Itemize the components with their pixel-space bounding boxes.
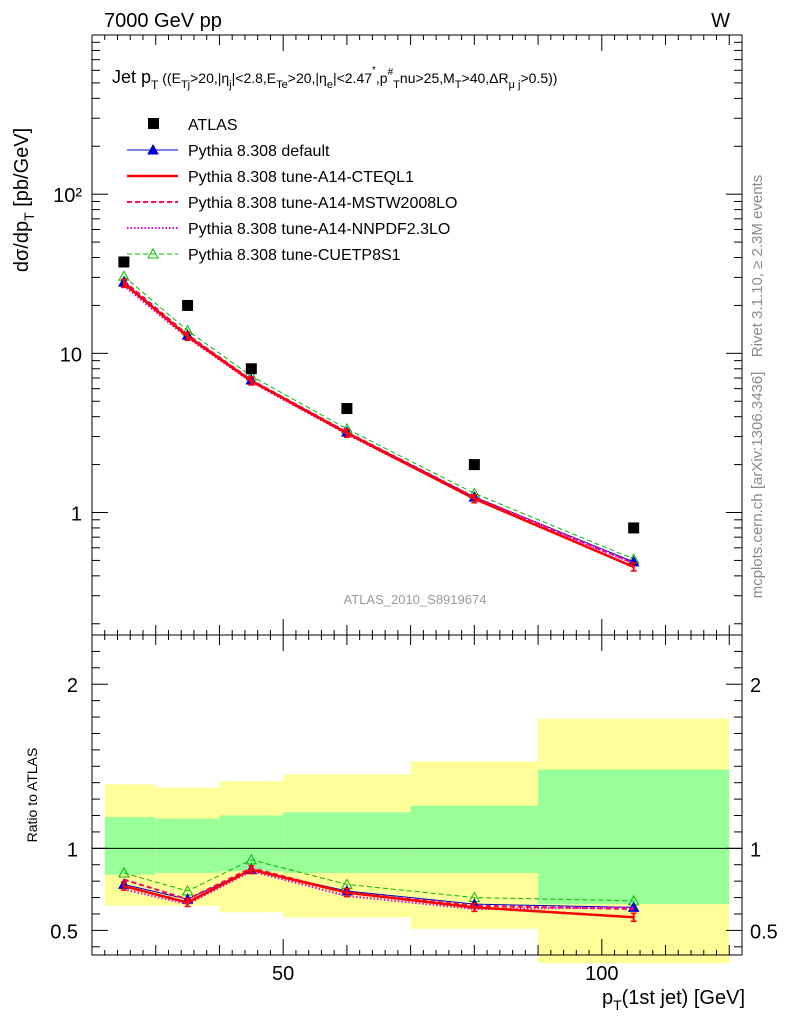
header-left: 7000 GeV pp — [104, 10, 222, 32]
plot-title: Jet pT ((ETj>20,|ηj|<2.8,ETe>20,|ηe|<2.4… — [112, 65, 557, 92]
atlas-point — [118, 256, 130, 268]
ratio-ytick-label-right: 0.5 — [750, 921, 778, 943]
ratio-ticks: 50 100 0.5 0.5 1 1 2 2 — [50, 635, 778, 985]
main-series-2-line — [123, 282, 635, 569]
main-series — [118, 256, 640, 572]
uncertainty-band-inner-5 — [538, 769, 730, 905]
main-ylabel: dσ/dpT [pb/GeV] — [11, 128, 37, 272]
ratio-xtick-label: 100 — [585, 963, 618, 985]
main-series-5-line — [123, 275, 634, 560]
legend-label-4: Pythia 8.308 tune-A14-NNPDF2.3LO — [188, 221, 450, 238]
atlas-point — [468, 459, 480, 471]
ratio-series-3-line — [123, 870, 634, 911]
main-ytick-label: 10² — [53, 185, 82, 207]
main-ytick-label: 10 — [60, 344, 82, 366]
legend-label-0: ATLAS — [188, 117, 238, 134]
uncertainty-band-inner-3 — [283, 812, 411, 873]
ratio-bands — [92, 718, 742, 964]
ratio-series-4-point — [118, 866, 130, 878]
ratio-ylabel: Ratio to ATLAS — [24, 748, 40, 843]
mcplots-label: mcplots.cern.ch [arXiv:1306.3436] — [749, 372, 766, 599]
rivet-label: Rivet 3.1.10, ≥ 2.3M events — [749, 175, 766, 358]
atlas-point — [182, 299, 194, 311]
ratio-ytick-label-right: 1 — [750, 839, 761, 861]
main-ticks: 10² 10 1 — [53, 35, 742, 635]
legend-marker-atlas — [148, 118, 159, 129]
uncertainty-band-inner-1 — [155, 818, 220, 873]
ratio-ytick-label: 2 — [67, 675, 78, 697]
ratio-ytick-label: 0.5 — [50, 921, 78, 943]
legend-label-2: Pythia 8.308 tune-A14-CTEQL1 — [188, 169, 414, 186]
legend: ATLAS Pythia 8.308 default Pythia 8.308 tu… — [127, 117, 457, 264]
main-series-1-line — [123, 281, 634, 563]
header-right: W — [711, 10, 730, 32]
uncertainty-band-inner-2 — [219, 815, 284, 872]
ratio-ytick-label: 1 — [67, 839, 78, 861]
legend-marker-5 — [147, 247, 159, 259]
main-series-3-line — [123, 280, 635, 565]
ratio-series-4-line — [123, 859, 634, 902]
ratio-series — [118, 853, 640, 923]
ratio-ytick-label-right: 2 — [750, 675, 761, 697]
main-ytick-label: 1 — [71, 504, 82, 526]
uncertainty-band-inner-4 — [410, 805, 539, 873]
legend-marker-1 — [147, 143, 159, 155]
main-series-4-line — [123, 285, 635, 565]
atlas-point — [341, 403, 353, 415]
analysis-watermark: ATLAS_2010_S8919674 — [344, 592, 487, 607]
ratio-xtick-label: 50 — [272, 963, 294, 985]
ratio-series-1-line — [123, 868, 634, 919]
ratio-xlabel: pT(1st jet) [GeV] — [602, 987, 745, 1013]
legend-label-3: Pythia 8.308 tune-A14-MSTW2008LO — [188, 195, 457, 212]
atlas-point — [245, 363, 257, 375]
legend-label-5: Pythia 8.308 tune-CUETP8S1 — [188, 247, 401, 264]
ratio-frame — [91, 634, 743, 956]
uncertainty-band-inner-0 — [104, 817, 156, 875]
atlas-point — [628, 522, 640, 534]
legend-label-1: Pythia 8.308 default — [188, 143, 330, 160]
